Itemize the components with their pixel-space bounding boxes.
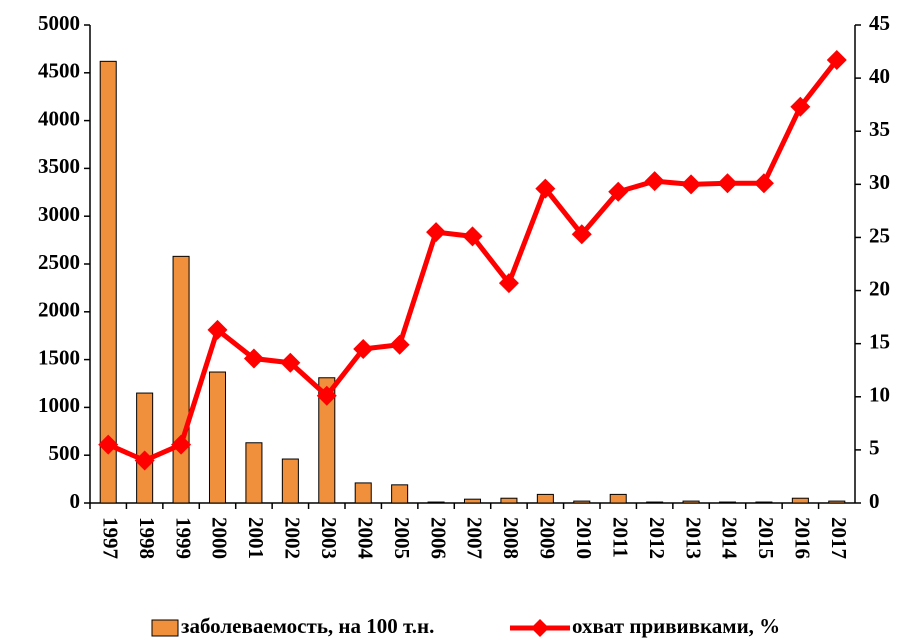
- y-tick-label: 2500: [38, 250, 80, 274]
- bar: [245, 442, 263, 504]
- bar: [646, 501, 664, 504]
- y2-tick-label: 25: [869, 223, 890, 247]
- line-marker: [681, 174, 702, 195]
- line-marker: [826, 50, 847, 71]
- line-marker: [753, 173, 774, 194]
- x-tick-label: 2002: [281, 517, 305, 559]
- line-marker: [353, 338, 374, 359]
- line-marker: [498, 273, 519, 294]
- bar: [354, 482, 372, 504]
- bar: [427, 501, 445, 504]
- x-tick-label: 2008: [499, 517, 523, 559]
- y2-tick-label: 0: [869, 489, 880, 513]
- x-tick-label: 2005: [390, 517, 414, 559]
- line-marker: [207, 319, 228, 340]
- bar: [682, 500, 700, 504]
- x-tick-label: 2017: [827, 517, 851, 559]
- bar: [718, 501, 737, 504]
- x-tick-label: 2001: [244, 517, 268, 559]
- x-tick-label: 2016: [791, 517, 815, 559]
- legend-marker: [531, 619, 549, 637]
- y-tick-label: 4500: [38, 59, 80, 83]
- bar: [208, 371, 227, 504]
- y-tick-label: 2000: [38, 298, 80, 322]
- line-marker: [316, 385, 337, 406]
- y2-tick-label: 45: [869, 11, 890, 35]
- line-marker: [280, 352, 301, 373]
- y-tick-label: 5000: [38, 11, 80, 35]
- bar: [318, 377, 336, 504]
- x-tick-label: 2011: [608, 517, 632, 558]
- x-tick-label: 2012: [645, 517, 669, 559]
- x-tick-label: 2006: [426, 517, 450, 559]
- bar: [136, 392, 154, 504]
- x-tick-label: 2004: [353, 517, 377, 560]
- y2-tick-label: 35: [869, 117, 890, 141]
- x-tick-label: 1997: [98, 517, 122, 559]
- line-marker: [98, 434, 119, 455]
- y2-tick-label: 5: [869, 436, 880, 460]
- bar: [828, 500, 846, 504]
- bar: [463, 498, 482, 504]
- y2-tick-label: 20: [869, 276, 890, 300]
- y-tick-label: 0: [70, 489, 81, 513]
- y-tick-label: 4000: [38, 106, 80, 130]
- y2-tick-label: 30: [869, 170, 890, 194]
- y-tick-label: 3500: [38, 154, 80, 178]
- bar: [791, 497, 809, 504]
- x-tick-label: 2015: [754, 517, 778, 559]
- x-tick-label: 1998: [135, 517, 159, 559]
- legend-label: заболеваемость, на 100 т.н.: [181, 614, 434, 638]
- bar: [172, 255, 190, 504]
- y-tick-label: 500: [49, 441, 81, 465]
- line-marker: [535, 178, 556, 199]
- bar: [609, 493, 627, 504]
- x-tick-label: 2000: [208, 517, 232, 559]
- line-marker: [171, 434, 192, 455]
- bar: [391, 484, 409, 504]
- line-marker: [608, 181, 629, 202]
- line-marker: [717, 173, 738, 194]
- x-tick-label: 2003: [317, 517, 341, 559]
- line-marker: [462, 226, 483, 247]
- bar: [281, 458, 299, 504]
- x-tick-label: 2009: [536, 517, 560, 559]
- y-tick-label: 3000: [38, 202, 80, 226]
- x-tick-label: 2013: [681, 517, 705, 559]
- bar: [536, 493, 554, 504]
- line-marker: [389, 334, 410, 355]
- line-marker: [571, 224, 592, 245]
- y-tick-label: 1500: [38, 345, 80, 369]
- y-tick-label: 1000: [38, 393, 80, 417]
- y2-tick-label: 15: [869, 329, 890, 353]
- y2-tick-label: 10: [869, 383, 890, 407]
- line-marker: [644, 171, 665, 192]
- bar: [755, 501, 773, 504]
- bar: [99, 60, 117, 504]
- line-marker: [790, 96, 811, 117]
- x-tick-label: 2014: [718, 517, 742, 560]
- line-marker: [134, 450, 155, 471]
- legend-swatch: [151, 619, 179, 637]
- bar: [573, 500, 591, 504]
- bar: [500, 497, 518, 504]
- line-marker: [243, 348, 264, 369]
- x-tick-label: 2007: [463, 517, 487, 559]
- x-tick-label: 2010: [572, 517, 596, 559]
- line-marker: [426, 222, 447, 243]
- x-tick-label: 1999: [171, 517, 195, 559]
- legend-label: охват прививками, %: [572, 614, 780, 638]
- y2-tick-label: 40: [869, 64, 890, 88]
